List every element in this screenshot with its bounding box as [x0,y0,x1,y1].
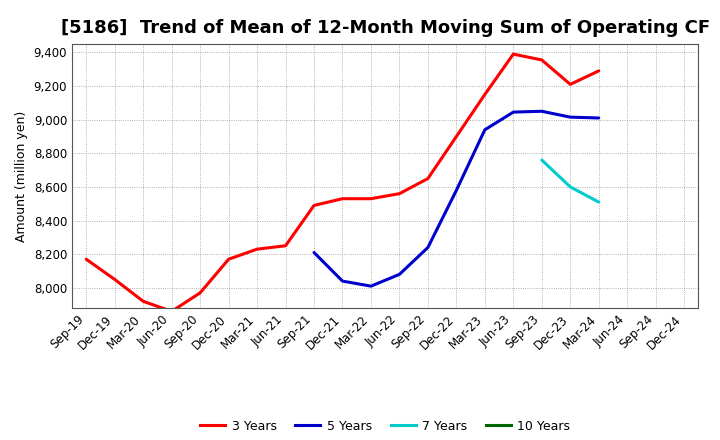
3 Years [480,92,489,97]
3 Years [110,277,119,282]
5 Years [395,272,404,277]
3 Years [338,196,347,202]
3 Years [139,299,148,304]
5 Years [595,115,603,121]
3 Years [310,203,318,208]
5 Years [537,109,546,114]
5 Years [423,245,432,250]
3 Years [452,134,461,139]
Legend: 3 Years, 5 Years, 7 Years, 10 Years: 3 Years, 5 Years, 7 Years, 10 Years [195,414,575,437]
3 Years [423,176,432,181]
5 Years [566,114,575,120]
3 Years [595,68,603,73]
3 Years [253,246,261,252]
3 Years [196,290,204,296]
3 Years [537,57,546,62]
3 Years [167,309,176,314]
Title: [5186]  Trend of Mean of 12-Month Moving Sum of Operating CF: [5186] Trend of Mean of 12-Month Moving … [60,19,710,37]
5 Years [338,279,347,284]
5 Years [509,110,518,115]
Line: 5 Years: 5 Years [314,111,599,286]
7 Years [566,184,575,190]
5 Years [366,283,375,289]
3 Years [509,51,518,57]
3 Years [82,257,91,262]
3 Years [566,82,575,87]
7 Years [537,158,546,163]
5 Years [480,127,489,132]
Line: 7 Years: 7 Years [541,160,599,202]
Line: 3 Years: 3 Years [86,54,599,312]
3 Years [395,191,404,196]
7 Years [595,199,603,205]
3 Years [225,257,233,262]
Y-axis label: Amount (million yen): Amount (million yen) [15,110,28,242]
5 Years [310,250,318,255]
5 Years [452,187,461,193]
3 Years [366,196,375,202]
3 Years [282,243,290,249]
